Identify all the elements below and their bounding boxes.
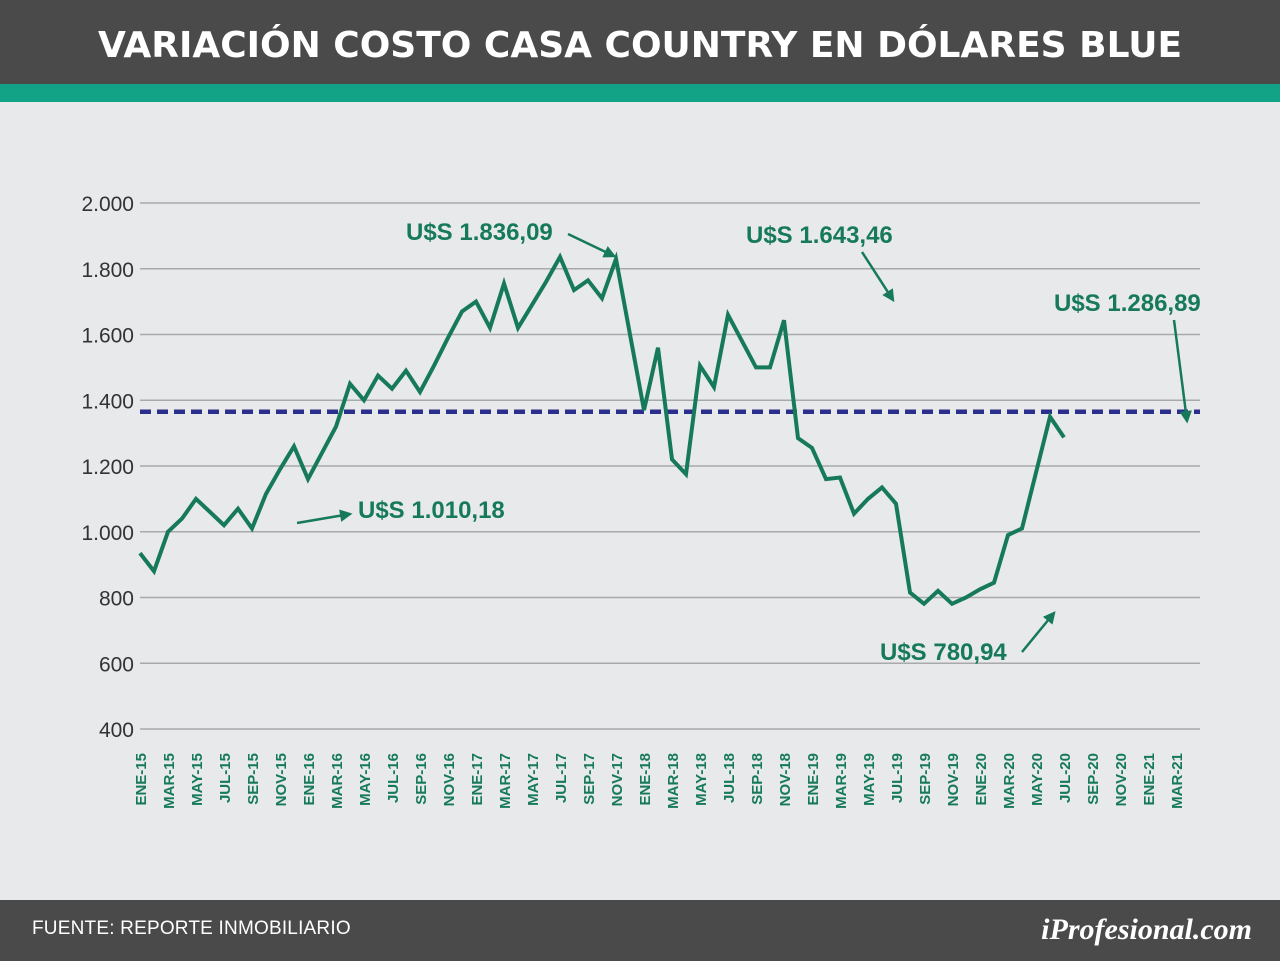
annotation-label: U$S 1.010,18 [358, 497, 505, 524]
annotation-arrow [296, 509, 353, 525]
y-tick-label: 400 [99, 719, 134, 742]
x-tick-label: NOV-20 [1113, 753, 1130, 806]
x-tick-label: MAR-19 [833, 753, 850, 809]
x-tick-label: MAR-17 [497, 753, 514, 809]
x-tick-label: NOV-18 [777, 753, 794, 806]
x-tick-label: JUL-19 [889, 753, 906, 803]
x-tick-label: NOV-15 [273, 753, 290, 806]
x-tick-label: MAR-21 [1169, 753, 1186, 809]
x-tick-label: SEP-17 [581, 753, 598, 805]
x-tick-label: ENE-15 [133, 753, 150, 806]
x-tick-label: NOV-17 [609, 753, 626, 806]
annotation-arrow [567, 232, 617, 258]
series-line [138, 251, 1066, 607]
x-tick-label: MAY-16 [357, 753, 374, 806]
annotation-label: U$S 1.836,09 [406, 219, 553, 246]
annotation-arrow [860, 251, 895, 303]
y-tick-label: 800 [99, 588, 134, 611]
annotation-label: U$S 1.643,46 [746, 222, 893, 249]
x-tick-label: JUL-15 [217, 753, 234, 803]
x-tick-label: MAR-20 [1001, 753, 1018, 809]
y-tick-label: 1.200 [81, 456, 134, 479]
x-tick-label: NOV-19 [945, 753, 962, 806]
accent-stripe [0, 84, 1280, 102]
footer-bar: FUENTE: REPORTE INMOBILIARIO iProfesiona… [0, 900, 1280, 961]
x-tick-label: MAY-19 [861, 753, 878, 806]
chart-title: VARIACIÓN COSTO CASA COUNTRY EN DÓLARES … [97, 25, 1183, 66]
y-tick-label: 1.600 [81, 325, 134, 348]
x-tick-label: MAY-15 [189, 753, 206, 806]
annotations: U$S 1.836,09 U$S 1.643,46 U$S 1.286,89 U$S … [296, 219, 1201, 666]
x-tick-label: MAR-15 [161, 753, 178, 809]
y-axis: 2.000 1.800 1.600 1.400 1.200 1.000 800 600 400 [81, 193, 134, 742]
y-tick-label: 2.000 [81, 193, 134, 216]
y-tick-label: 600 [99, 653, 134, 676]
x-tick-label: ENE-18 [637, 753, 654, 806]
x-tick-label: ENE-21 [1141, 753, 1158, 806]
x-tick-label: SEP-20 [1085, 753, 1102, 805]
x-tick-label: MAY-17 [525, 753, 542, 806]
x-tick-label: ENE-16 [301, 753, 318, 806]
x-axis: ENE-15 MAR-15 MAY-15 JUL-15 SEP-15 NOV-15 ENE-… [133, 753, 1186, 809]
y-tick-label: 1.800 [81, 259, 134, 282]
header-bar: VARIACIÓN COSTO CASA COUNTRY EN DÓLARES … [0, 0, 1280, 84]
annotation-arrow [1172, 319, 1192, 424]
x-tick-label: ENE-17 [469, 753, 486, 806]
x-tick-label: SEP-19 [917, 753, 934, 805]
x-tick-label: SEP-16 [413, 753, 430, 805]
y-tick-label: 1.400 [81, 390, 134, 413]
x-tick-label: JUL-18 [721, 753, 738, 803]
x-tick-label: MAY-18 [693, 753, 710, 806]
grid-layer [140, 202, 1200, 730]
x-tick-label: JUL-17 [553, 753, 570, 803]
annotation-label: U$S 780,94 [880, 639, 1007, 666]
x-tick-label: ENE-19 [805, 753, 822, 806]
x-tick-label: MAR-16 [329, 753, 346, 809]
source-label: FUENTE: REPORTE INMOBILIARIO [32, 918, 351, 939]
x-tick-label: SEP-15 [245, 753, 262, 805]
x-tick-label: JUL-16 [385, 753, 402, 803]
annotation-label: U$S 1.286,89 [1054, 290, 1201, 317]
x-tick-label: NOV-16 [441, 753, 458, 806]
plot-area: 2.000 1.800 1.600 1.400 1.200 1.000 800 600 400 … [0, 102, 1280, 900]
line-chart: 2.0001.8001.6001.4001.2001.000800600400 … [81, 193, 1201, 809]
x-tick-label: SEP-18 [749, 753, 766, 805]
annotation-arrow [1021, 611, 1056, 653]
y-tick-label: 1.000 [81, 522, 134, 545]
x-tick-label: ENE-20 [973, 753, 990, 806]
x-tick-label: JUL-20 [1057, 753, 1074, 803]
x-tick-label: MAY-20 [1029, 753, 1046, 806]
x-tick-label: MAR-18 [665, 753, 682, 809]
brand-logo[interactable]: iProfesional.com [1041, 913, 1252, 946]
